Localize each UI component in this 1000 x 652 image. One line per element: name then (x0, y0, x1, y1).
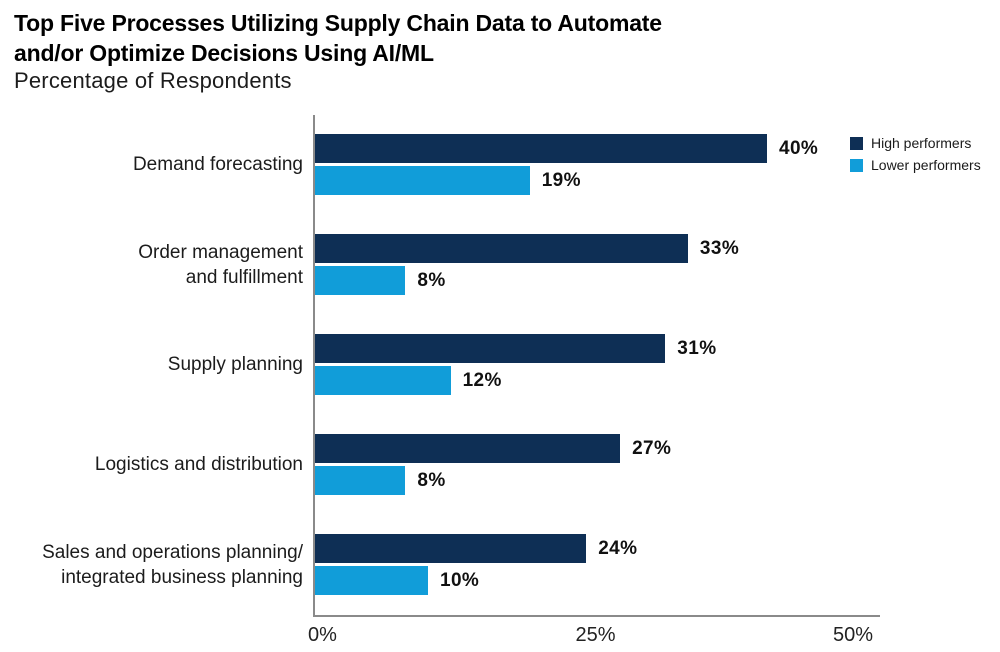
bar-lower-performers: 10% (315, 566, 479, 595)
category-label-line: Supply planning (167, 354, 303, 375)
chart-title-line-2: and/or Optimize Decisions Using AI/ML (14, 40, 434, 66)
legend-item: High performers (850, 135, 981, 151)
legend-label: Lower performers (871, 157, 981, 173)
value-label: 12% (462, 370, 502, 391)
category-label-line: Logistics and distribution (94, 454, 303, 475)
category-label: Logistics and distribution (0, 434, 303, 495)
legend-label: High performers (871, 135, 972, 151)
category-label-line: Demand forecasting (132, 154, 303, 175)
x-axis-ticks: 0% 25% 50% (308, 624, 878, 650)
legend-item: Lower performers (850, 157, 981, 173)
chart-title-line-1: Top Five Processes Utilizing Supply Chai… (14, 10, 662, 36)
value-label: 27% (632, 438, 672, 459)
value-label: 19% (541, 170, 581, 191)
x-axis-tick-label: 50% (832, 624, 873, 646)
category-label-line: integrated business planning (61, 566, 303, 588)
bar-lower-performers: 8% (315, 266, 445, 295)
bar-lower-performers: 12% (315, 366, 501, 395)
category-label: Order management and fulfillment (0, 234, 303, 295)
x-axis-tick-label: 25% (575, 624, 616, 646)
legend-swatch-icon (850, 158, 863, 172)
x-axis-tick-label: 0% (308, 624, 337, 646)
legend: High performers Lower performers (850, 135, 981, 179)
category-label: Sales and operations planning/integrated… (0, 534, 303, 595)
value-label: 24% (598, 538, 638, 559)
category-label-line: and fulfillment (185, 266, 303, 288)
value-label: 33% (699, 238, 740, 259)
bar-lower-performers: 19% (315, 166, 581, 195)
category-label: Demand forecasting (0, 134, 303, 195)
chart-title: Top Five Processes Utilizing Supply Chai… (14, 8, 662, 68)
category-label: Supply planning (0, 334, 303, 395)
bar-high-performers: 24% (315, 534, 637, 563)
category-label-line: Sales and operations planning/ (42, 541, 303, 563)
bar-high-performers: 33% (315, 234, 739, 263)
bar-lower-performers: 8% (315, 466, 445, 495)
value-label: 10% (440, 570, 480, 591)
legend-swatch-icon (850, 136, 863, 150)
plot-area: 40% 19% 33% 8% 31% 12% 27% 8% 24% 10% (313, 115, 880, 617)
category-label-line: Order management (138, 241, 303, 263)
bar-high-performers: 31% (315, 334, 716, 363)
chart-subtitle: Percentage of Respondents (14, 68, 292, 93)
bar-high-performers: 40% (315, 134, 818, 163)
value-label: 8% (417, 270, 446, 291)
bar-high-performers: 27% (315, 434, 671, 463)
value-label: 8% (417, 470, 446, 491)
value-label: 31% (677, 338, 717, 359)
value-label: 40% (779, 138, 819, 159)
